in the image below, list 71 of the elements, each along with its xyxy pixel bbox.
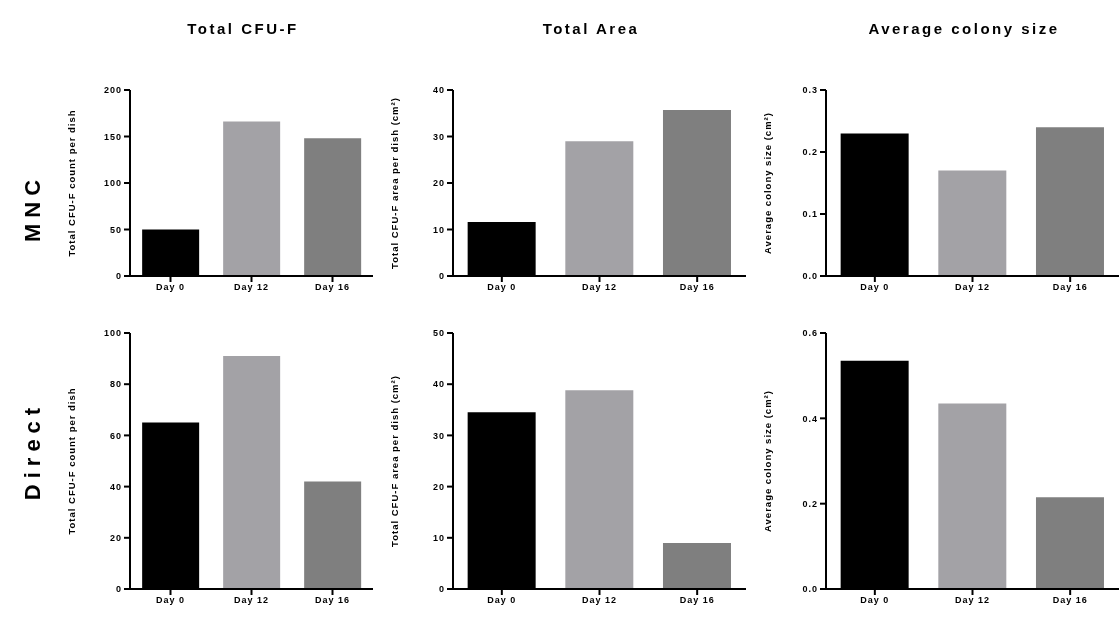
y-tick-label: 0 <box>438 271 445 282</box>
x-tick-label: Day 0 <box>860 595 890 606</box>
chart-title: Average colony size <box>867 19 1061 39</box>
y-tick-label: 0 <box>438 584 445 595</box>
y-axis-title: Average colony size (cm²) <box>762 390 774 532</box>
chart-title: Total CFU-F <box>186 19 300 39</box>
y-tick-label: 60 <box>109 430 122 441</box>
text: Direct <box>20 401 46 501</box>
y-tick-label: 40 <box>432 85 445 96</box>
y-tick-label: 80 <box>109 379 122 390</box>
x-tick-label: Day 16 <box>679 282 715 293</box>
y-tick-label: 10 <box>432 532 445 543</box>
x-tick-label: Day 12 <box>233 282 270 293</box>
x-tick-label: Day 12 <box>954 595 991 606</box>
x-tick-label: Day 0 <box>487 595 517 606</box>
y-tick-label: 0.2 <box>802 498 818 509</box>
y-tick-label: 0.2 <box>802 147 818 158</box>
y-tick-label: 0.0 <box>802 584 818 595</box>
y-tick-label: 0.0 <box>802 271 818 282</box>
y-tick-label: 200 <box>103 85 122 96</box>
y-tick-label: 0 <box>115 584 122 595</box>
y-tick-label: 0.4 <box>802 413 818 424</box>
bar <box>662 110 731 276</box>
x-tick-label: Day 0 <box>155 595 186 606</box>
y-tick-label: 100 <box>103 328 122 339</box>
x-tick-label: Day 12 <box>581 595 618 606</box>
x-tick-label: Day 12 <box>233 595 270 606</box>
bar <box>304 138 362 276</box>
x-tick-label: Day 16 <box>314 595 351 606</box>
x-tick-label: Day 0 <box>487 282 517 293</box>
y-tick-label: 20 <box>109 532 122 543</box>
y-tick-label: 50 <box>109 224 122 235</box>
y-tick-label: 40 <box>109 481 122 492</box>
bar <box>565 390 634 589</box>
y-tick-label: 20 <box>432 178 445 189</box>
y-tick-label: 30 <box>432 430 445 441</box>
x-tick-label: Day 12 <box>954 282 991 293</box>
bar <box>1035 127 1104 276</box>
y-axis-title: Total CFU-F count per dish <box>66 109 78 257</box>
x-tick-label: Day 0 <box>860 282 890 293</box>
y-tick-label: 0 <box>115 271 122 282</box>
bar <box>565 141 634 276</box>
bar <box>938 170 1007 276</box>
y-tick-label: 30 <box>432 131 445 142</box>
y-tick-label: 100 <box>103 178 122 189</box>
text: MNC <box>20 173 46 243</box>
x-tick-label: Day 16 <box>1052 282 1088 293</box>
x-tick-label: Day 16 <box>1052 595 1088 606</box>
y-axis-title: Average colony size (cm²) <box>762 112 774 254</box>
y-tick-label: 20 <box>432 481 445 492</box>
bar <box>938 403 1007 589</box>
y-axis-title: Total CFU-F area per dish (cm²) <box>389 97 401 269</box>
x-tick-label: Day 0 <box>155 282 186 293</box>
bar <box>223 356 281 589</box>
bar <box>1035 497 1104 589</box>
x-tick-label: Day 16 <box>679 595 715 606</box>
bar <box>223 121 281 276</box>
y-tick-label: 0.1 <box>802 209 818 220</box>
y-tick-label: 50 <box>432 328 445 339</box>
bar <box>662 542 731 589</box>
x-tick-label: Day 12 <box>581 282 618 293</box>
y-tick-label: 40 <box>432 379 445 390</box>
bar <box>304 481 362 589</box>
y-axis-title: Total CFU-F count per dish <box>66 387 78 535</box>
y-tick-label: 0.6 <box>802 328 818 339</box>
y-tick-label: 0.3 <box>802 85 818 96</box>
y-tick-label: 150 <box>103 131 122 142</box>
x-tick-label: Day 16 <box>314 282 351 293</box>
y-axis-title: Total CFU-F area per dish (cm²) <box>389 375 401 547</box>
y-tick-label: 10 <box>432 224 445 235</box>
chart-title: Total Area <box>541 19 641 39</box>
